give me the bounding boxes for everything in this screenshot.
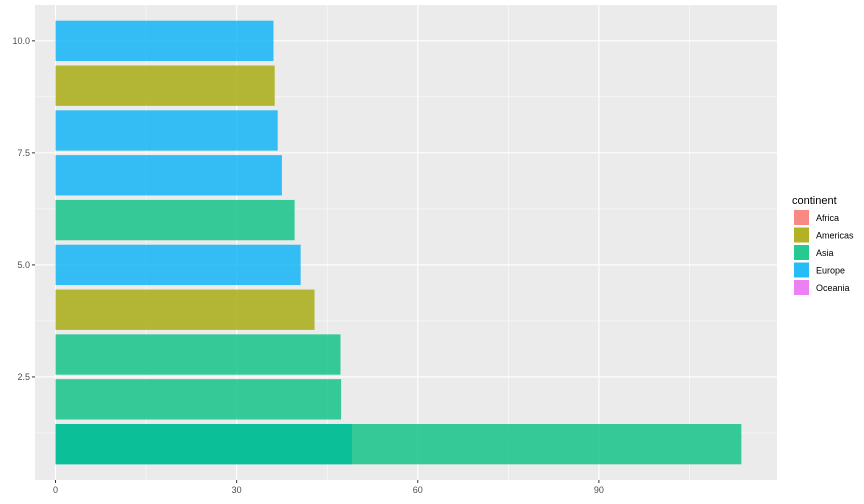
- legend: continent Africa Americas Asia Europe Oceani…: [792, 195, 854, 295]
- legend-key-asia: [794, 245, 809, 260]
- bar-2-asia: [55, 379, 342, 420]
- bar-6-asia: [55, 199, 295, 241]
- bars: [55, 20, 742, 465]
- x-axis: 0 30 60 90: [53, 480, 604, 495]
- bar-8-europe: [55, 110, 278, 151]
- bar-1-asia: [55, 423, 742, 465]
- x-tick-label: 0: [53, 485, 58, 495]
- bar-4-americas: [55, 289, 315, 330]
- legend-key-europe: [794, 262, 809, 278]
- bar-7-europe: [55, 155, 282, 196]
- legend-label-americas: Americas: [816, 231, 854, 241]
- bar-5-europe: [55, 244, 301, 286]
- legend-label-asia: Asia: [816, 248, 834, 258]
- y-tick-label: 7.5: [17, 148, 30, 158]
- y-tick-label: 5.0: [17, 260, 30, 270]
- bar-10-europe: [55, 20, 274, 62]
- legend-key-africa: [794, 210, 809, 225]
- bar-9-americas: [55, 65, 275, 106]
- y-axis: 2.5 5.0 7.5 10.0: [12, 36, 35, 382]
- legend-key-oceania: [794, 280, 809, 295]
- x-tick-label: 90: [594, 485, 604, 495]
- legend-label-europe: Europe: [816, 266, 845, 276]
- legend-keys: Africa Americas Asia Europe Oceania: [794, 210, 854, 295]
- bar-3-asia: [55, 334, 341, 375]
- y-tick-label: 2.5: [17, 372, 30, 382]
- y-tick-label: 10.0: [12, 36, 30, 46]
- x-tick-label: 30: [232, 485, 242, 495]
- legend-key-americas: [794, 227, 809, 243]
- legend-label-africa: Africa: [816, 213, 839, 223]
- legend-label-oceania: Oceania: [816, 283, 850, 293]
- x-tick-label: 60: [413, 485, 423, 495]
- legend-title: continent: [792, 195, 837, 207]
